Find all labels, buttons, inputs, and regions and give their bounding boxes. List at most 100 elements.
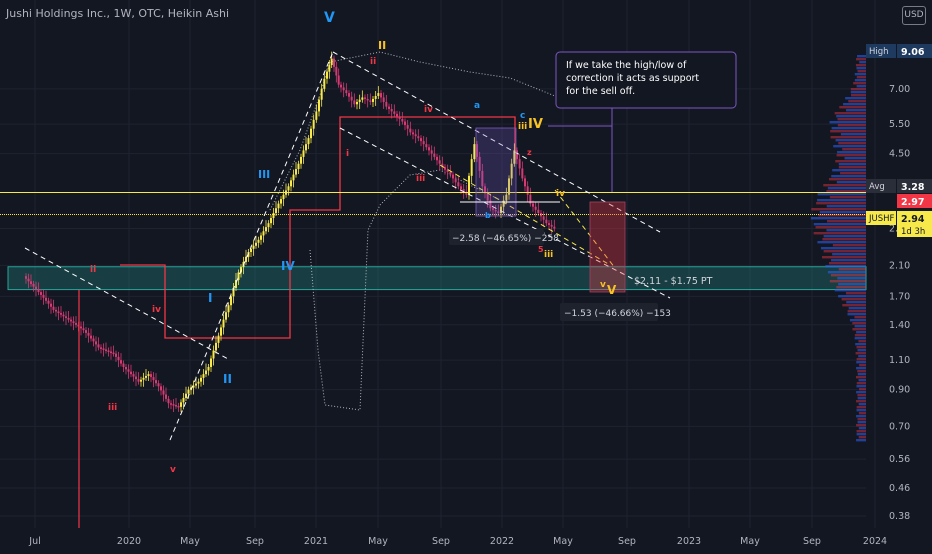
candle-body — [430, 150, 433, 154]
red-step-line — [120, 116, 516, 339]
volume-profile-bar — [832, 169, 866, 172]
price-tag: Avg 3.28 — [866, 179, 932, 193]
candle-body — [117, 356, 120, 361]
volume-profile-bar — [854, 79, 866, 82]
candles — [25, 51, 556, 413]
volume-profile-bar — [827, 271, 866, 274]
candle-body — [489, 200, 492, 209]
volume-profile-bar — [856, 391, 866, 394]
volume-profile-bar — [857, 418, 866, 421]
candle-body — [518, 159, 521, 169]
candle-body — [361, 97, 364, 100]
candle-body — [422, 141, 425, 145]
y-tick-label: 1.10 — [889, 355, 910, 366]
y-tick-label: 0.46 — [889, 483, 910, 494]
candle-body — [444, 167, 446, 170]
candle-body — [192, 385, 195, 388]
volume-profile-bar — [852, 322, 866, 325]
y-tick-label: 2.10 — [889, 260, 910, 271]
candle-body — [460, 186, 462, 190]
candle-body — [235, 280, 237, 288]
volume-profile-bar — [815, 226, 866, 229]
volume-profile-bar — [827, 187, 866, 190]
candle-body — [205, 370, 207, 375]
wave-label: i — [346, 149, 349, 159]
volume-profile-bar — [838, 166, 866, 169]
trend-line — [24, 247, 231, 361]
volume-profile-bar — [837, 124, 866, 127]
x-tick-label: Jul — [28, 536, 40, 547]
candle-body — [425, 144, 428, 148]
candle-body — [409, 128, 412, 133]
candle-body — [42, 294, 45, 298]
candle-body — [438, 160, 441, 164]
candle-body — [396, 113, 398, 117]
candle-body — [97, 344, 100, 348]
candle-body — [428, 147, 430, 151]
candle-body — [127, 369, 130, 372]
candle-body — [85, 330, 87, 333]
trend-line — [339, 127, 671, 299]
currency-button[interactable]: USD — [902, 6, 926, 25]
y-tick-label: 7.00 — [889, 84, 910, 95]
volume-profile-bar — [813, 232, 866, 235]
candle-body — [548, 223, 550, 225]
candle-body — [335, 66, 338, 76]
volume-profile-bar — [856, 367, 866, 370]
candle-body — [305, 144, 307, 151]
candle-body — [52, 306, 55, 310]
x-axis: Jul 2020 May Sep 2021 May Sep 2022 May Sep 2023 May… — [28, 536, 887, 547]
annotation-callout: If we take the high/low of correction it … — [555, 51, 737, 109]
volume-profile-bar — [838, 295, 866, 298]
y-tick-label: 0.90 — [889, 385, 910, 396]
volume-profile-bar — [833, 145, 866, 148]
candle-body — [473, 144, 476, 160]
candle-body — [369, 100, 372, 102]
wave-label: iv — [424, 105, 433, 115]
volume-profile-bar — [847, 310, 866, 313]
candle-body — [175, 405, 177, 407]
candle-body — [545, 219, 548, 224]
candle-body — [310, 128, 312, 139]
candle-body — [516, 150, 518, 160]
candle-body — [265, 227, 267, 232]
candle-body — [364, 97, 366, 99]
volume-profile-bar — [841, 298, 866, 301]
candle-body — [177, 405, 180, 408]
volume-profile-bar — [844, 157, 866, 160]
y-tick-label: 1.40 — [889, 320, 910, 331]
price-tag-name: JUSHF — [868, 214, 895, 224]
volume-profile-bar — [836, 154, 866, 157]
candle-body — [237, 272, 240, 281]
candle-body — [330, 58, 333, 66]
trend-line — [439, 164, 611, 266]
volume-profile-bar — [826, 205, 866, 208]
candle-body — [35, 286, 37, 290]
wave-label: iii — [544, 250, 553, 260]
candle-body — [275, 208, 277, 214]
volume-profile-bar — [856, 361, 866, 364]
price-tag-extra-bg — [897, 225, 932, 237]
candle-body — [277, 203, 280, 209]
candle-body — [270, 218, 272, 224]
volume-profile-bar — [842, 148, 866, 151]
volume-profile-bar — [830, 136, 866, 139]
candle-body — [420, 138, 422, 142]
volume-profile-bar — [852, 328, 866, 331]
candle-body — [318, 99, 320, 112]
candle-body — [130, 371, 132, 375]
candle-body — [207, 366, 210, 371]
volume-profile-bar — [856, 409, 866, 412]
candle-body — [446, 169, 449, 173]
candle-body — [70, 319, 72, 322]
price-tag-name-bg — [866, 211, 896, 225]
volume-profile-bar — [829, 196, 866, 199]
volume-profile-bar — [817, 193, 866, 196]
candle-body — [25, 276, 27, 279]
volume-profile-bar — [846, 109, 866, 112]
wave-label: I — [208, 291, 212, 305]
candle-body — [30, 281, 32, 284]
candle-body — [340, 84, 342, 88]
